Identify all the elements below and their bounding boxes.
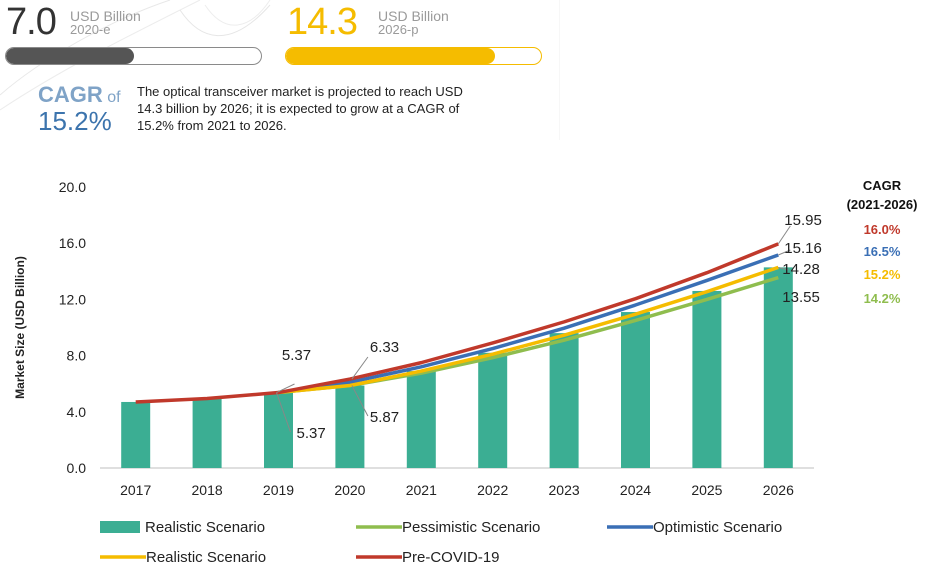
unit-2020: USD Billion <box>70 8 141 24</box>
progress-bar-2020 <box>5 47 262 65</box>
cagr-value-optimistic: 16.5% <box>864 244 901 259</box>
cagr-word: CAGR <box>38 82 103 107</box>
progress-fill-2020 <box>6 48 134 64</box>
unit-2026: USD Billion <box>378 8 449 24</box>
bar-2022 <box>478 352 508 468</box>
x-tick-label: 2018 <box>192 482 223 498</box>
cagr-panel-period: (2021-2026) <box>847 197 918 212</box>
decorative-swirl-lines <box>0 0 560 140</box>
x-tick-label: 2026 <box>763 482 794 498</box>
leader-2020-bottom <box>351 385 369 417</box>
value-2026: 14.3 <box>287 1 358 43</box>
market-size-chart: 0.0 4.0 8.0 12.0 16.0 20.0 Market Size (USD Bi… <box>13 178 918 566</box>
cagr-value-pessimistic: 14.2% <box>864 291 901 306</box>
legend-label-precovid: Pre-COVID-19 <box>402 549 500 566</box>
year-2020: 2020-e <box>70 22 111 37</box>
x-tick-label: 2025 <box>691 482 722 498</box>
line-realistic_line <box>278 265 779 395</box>
annotation-2020-top: 6.33 <box>370 339 399 356</box>
annotation-2019-bottom: 5.37 <box>297 425 326 442</box>
y-axis-title: Market Size (USD Billion) <box>13 256 27 399</box>
bar-2026 <box>763 267 793 468</box>
x-tick-label: 2022 <box>477 482 508 498</box>
annotation-2020-bottom: 5.87 <box>370 409 399 426</box>
bar-2017 <box>121 401 151 468</box>
line-precovid <box>135 242 779 404</box>
x-tick-label: 2021 <box>406 482 437 498</box>
bar-2020 <box>335 385 365 468</box>
y-tick-label: 12.0 <box>59 291 86 307</box>
cagr-panel-title: CAGR <box>863 178 902 193</box>
bar-2021 <box>406 371 436 468</box>
progress-bar-2026 <box>285 47 542 65</box>
y-tick-label: 0.0 <box>67 460 87 476</box>
x-tick-label: 2024 <box>620 482 651 498</box>
x-tick-label: 2017 <box>120 482 151 498</box>
leader-2020-top <box>351 356 369 380</box>
legend-label-optimistic: Optimistic Scenario <box>653 519 782 536</box>
y-tick-label: 4.0 <box>67 404 87 420</box>
leader-2026-optimistic <box>778 249 791 256</box>
leader-2019-bottom <box>276 392 291 433</box>
y-tick-label: 8.0 <box>67 348 87 364</box>
line-optimistic <box>278 253 779 395</box>
y-tick-label: 16.0 <box>59 235 86 251</box>
annotation-2026-realistic: 14.28 <box>782 261 820 278</box>
leader-2026-precovid <box>777 225 791 245</box>
bar-2024 <box>621 312 650 468</box>
bar-2023 <box>549 333 579 468</box>
cagr-value: 15.2% <box>38 106 112 136</box>
annotation-2026-precovid: 15.95 <box>784 212 822 229</box>
value-2020: 7.0 <box>6 1 57 43</box>
y-tick-label: 20.0 <box>59 179 86 195</box>
leader-2026-realistic <box>778 266 789 271</box>
market-description: The optical transceiver market is projec… <box>137 84 463 133</box>
bar-2018 <box>192 398 222 468</box>
cagr-of: of <box>107 89 121 106</box>
leader-2019-top <box>276 383 295 394</box>
cagr-value-realistic_line: 15.2% <box>864 267 901 282</box>
annotation-2026-pessimistic: 13.55 <box>782 289 820 306</box>
x-tick-label: 2019 <box>263 482 294 498</box>
annotation-2019-top: 5.37 <box>282 347 311 364</box>
year-2026: 2026-p <box>378 22 419 37</box>
legend-label-bars: Realistic Scenario <box>145 519 265 536</box>
progress-fill-2026 <box>286 48 496 64</box>
bar-2025 <box>692 290 722 468</box>
x-tick-label: 2020 <box>334 482 365 498</box>
cagr-heading: CAGR of <box>38 82 121 108</box>
bar-2019 <box>264 392 293 468</box>
cagr-value-precovid: 16.0% <box>864 222 901 237</box>
legend-swatch-bars <box>100 521 140 533</box>
legend-label-pessimistic: Pessimistic Scenario <box>402 519 540 536</box>
legend-label-realistic-line: Realistic Scenario <box>146 549 266 566</box>
header-panel: 7.0 USD Billion 2020-e 14.3 USD Billion … <box>0 0 560 140</box>
annotation-2026-optimistic: 15.16 <box>784 240 822 257</box>
x-tick-label: 2023 <box>549 482 580 498</box>
